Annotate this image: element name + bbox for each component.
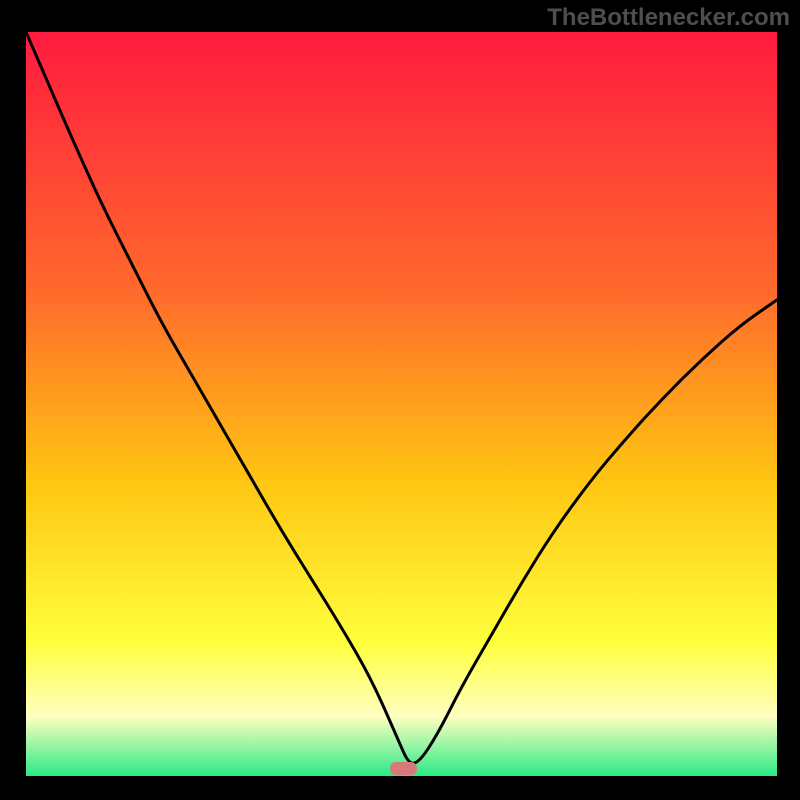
bottleneck-curve: [26, 32, 777, 776]
plot-area: [26, 32, 777, 776]
optimum-marker: [390, 762, 417, 775]
watermark-text: TheBottlenecker.com: [547, 4, 790, 32]
chart-frame: TheBottlenecker.com: [0, 0, 800, 800]
